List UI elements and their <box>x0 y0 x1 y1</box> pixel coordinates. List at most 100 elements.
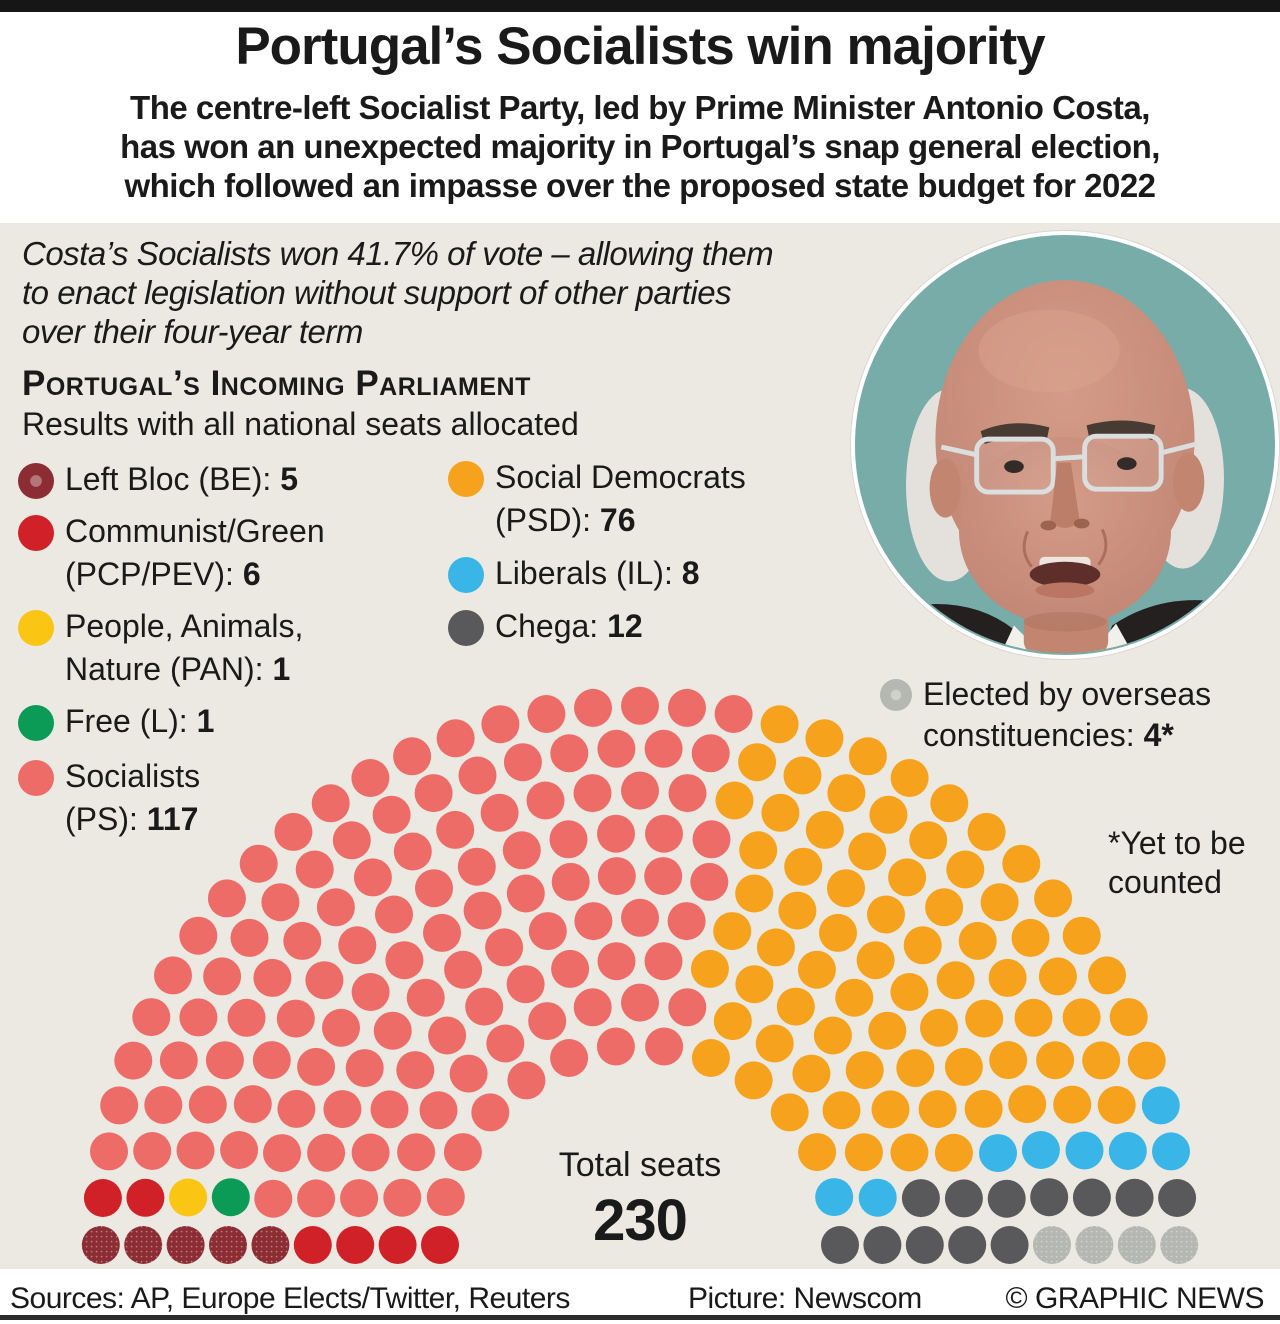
seat-dot <box>888 858 927 897</box>
seat-dot <box>848 832 887 871</box>
seat-dot <box>574 902 613 941</box>
seat-dot <box>735 965 774 1004</box>
seat-dot <box>835 978 874 1017</box>
legend-label: Chega: 12 <box>495 605 643 648</box>
seat-dot <box>528 1002 567 1041</box>
seat-dot <box>463 891 502 930</box>
legend-label-line: (PSD): 76 <box>495 502 636 538</box>
legend-count: 1 <box>272 651 291 687</box>
seat-dot <box>798 1133 837 1172</box>
seat-dot <box>351 973 390 1011</box>
seat-dot <box>901 1179 940 1218</box>
seat-dot <box>821 1226 859 1264</box>
seat-dot <box>925 888 964 927</box>
seat-dot <box>819 913 857 952</box>
seat-dot <box>252 1041 291 1080</box>
legend-label-line: Socialists <box>65 758 201 794</box>
seat-dot <box>176 1131 215 1170</box>
seat-dot <box>506 874 545 913</box>
seat-dot <box>132 998 171 1037</box>
legend-color-dot <box>448 557 484 593</box>
seat-dot <box>760 705 799 744</box>
seat-dot <box>948 1226 987 1264</box>
legend-item: Chega: 12 <box>448 608 643 648</box>
seat-dot <box>573 988 612 1027</box>
footnote-line: counted <box>1108 864 1222 900</box>
seat-dot <box>436 719 475 758</box>
seat-dot <box>316 888 355 927</box>
seat-dot <box>863 1226 902 1264</box>
seat-dot <box>668 688 706 727</box>
seat-dot <box>276 999 315 1038</box>
seat-dot <box>351 759 390 797</box>
legend-color-dot <box>18 515 54 551</box>
page-title: Portugal’s Socialists win majority <box>235 17 1045 76</box>
seat-dot <box>596 1027 635 1066</box>
seat-dot <box>668 988 707 1027</box>
seat-dot <box>845 1051 884 1090</box>
legend-item: Socialists (PS): 117 <box>18 758 200 841</box>
seat-dot <box>1097 1086 1136 1124</box>
seat-dot <box>209 1226 247 1264</box>
seat-dot <box>691 734 730 773</box>
seat-dot <box>792 1054 831 1093</box>
seat-dot <box>1127 1041 1166 1080</box>
section-subheading: Results with all national seats allocate… <box>22 406 579 442</box>
seat-dot <box>383 1178 422 1217</box>
legend-label-line: Elected by overseas <box>923 676 1212 712</box>
seat-dot <box>428 1016 467 1055</box>
seat-dot <box>506 965 545 1004</box>
seat-dot <box>964 1089 1003 1128</box>
seat-dot <box>338 926 377 965</box>
seat-dot <box>100 1086 139 1125</box>
seat-dot <box>867 895 905 934</box>
seat-dot <box>903 926 942 965</box>
seat-dot <box>203 957 242 996</box>
seat-dot <box>783 756 822 795</box>
footer-copyright: © GRAPHIC NEWS <box>1005 1282 1265 1315</box>
seat-dot <box>1033 1226 1071 1264</box>
seat-dot <box>486 1024 525 1063</box>
seat-dot <box>1014 998 1053 1037</box>
seat-dot <box>1117 1226 1156 1264</box>
seat-dot <box>254 1179 293 1218</box>
seat-dot <box>311 784 350 823</box>
overseas-legend-row: Elected by overseas constituencies: 4* <box>880 674 1211 756</box>
seat-dot <box>621 771 659 810</box>
seat-dot <box>133 1132 172 1170</box>
seat-dot <box>549 820 588 859</box>
legend-color-dot <box>18 610 54 646</box>
seat-dot <box>378 1226 417 1264</box>
legend-count: 76 <box>599 502 636 538</box>
seat-dot <box>644 729 683 768</box>
seat-dot <box>827 869 865 908</box>
seat-dot <box>645 814 683 853</box>
legend-label: Left Bloc (BE): 5 <box>65 458 298 501</box>
seat-dot <box>690 949 729 988</box>
seat-dot <box>426 1178 465 1217</box>
seat-dot <box>691 1039 730 1077</box>
seat-dot <box>756 928 795 967</box>
seat-dot <box>507 1061 546 1100</box>
seat-dot <box>597 857 636 896</box>
seat-dot <box>1088 956 1126 995</box>
seat-dot <box>415 869 453 908</box>
legend-color-dot <box>448 461 484 497</box>
legend-item: Left Bloc (BE): 5 <box>18 461 298 501</box>
seat-dot <box>332 821 371 860</box>
seat-dot <box>979 1134 1017 1173</box>
seat-dot <box>909 821 948 860</box>
seat-dot <box>735 874 774 913</box>
seat-dot <box>822 1091 861 1130</box>
seat-dot <box>734 1061 773 1100</box>
seat-dot <box>738 743 777 782</box>
seat-dot <box>827 774 866 813</box>
seat-dot <box>1036 1041 1075 1080</box>
seat-dot <box>205 1041 244 1080</box>
seat-dot <box>644 942 683 981</box>
seat-dot <box>690 862 729 901</box>
seat-dot <box>896 1049 935 1088</box>
seat-dot <box>813 1016 852 1055</box>
seat-dot <box>621 898 659 937</box>
